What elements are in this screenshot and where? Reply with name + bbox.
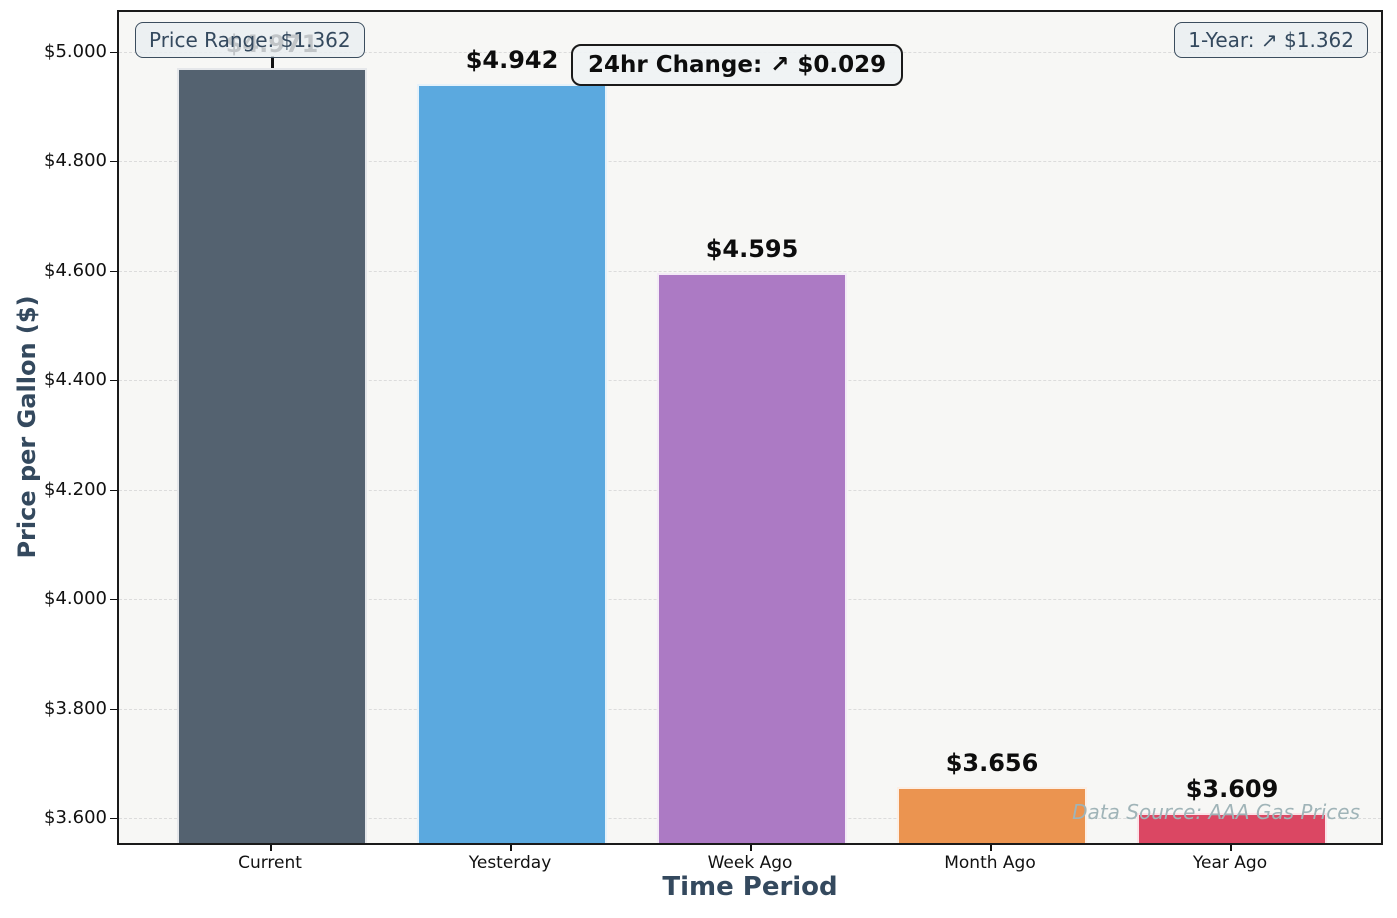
y-tick-mark bbox=[110, 380, 117, 382]
y-tick-label: $5.000 bbox=[44, 40, 107, 62]
x-tick-mark bbox=[1230, 845, 1232, 851]
bar-value-label: $4.942 bbox=[465, 45, 559, 74]
y-tick-mark bbox=[110, 708, 117, 710]
error-bar-whisker bbox=[271, 55, 274, 68]
bar-week-ago bbox=[657, 273, 847, 843]
y-tick-label: $4.000 bbox=[44, 588, 107, 610]
x-tick-mark bbox=[750, 845, 752, 851]
price-range-badge: Price Range: $1.362 bbox=[135, 22, 365, 58]
bar-yesterday bbox=[417, 83, 607, 843]
y-tick-mark bbox=[110, 51, 117, 53]
x-axis-title: Time Period bbox=[662, 872, 838, 902]
data-source-watermark: Data Source: AAA Gas Prices bbox=[1072, 800, 1360, 824]
x-tick-mark bbox=[990, 845, 992, 851]
bar-current bbox=[177, 67, 367, 843]
y-tick-mark bbox=[110, 489, 117, 491]
y-tick-label: $4.200 bbox=[44, 478, 107, 500]
bar-year-ago bbox=[1137, 813, 1327, 843]
x-tick-mark bbox=[270, 845, 272, 851]
x-tick-label: Current bbox=[238, 853, 302, 873]
y-tick-label: $4.800 bbox=[44, 150, 107, 172]
x-tick-label: Year Ago bbox=[1192, 853, 1268, 873]
gridline bbox=[119, 161, 1381, 163]
y-tick-mark bbox=[110, 270, 117, 272]
y-tick-mark bbox=[110, 161, 117, 163]
y-tick-label: $3.800 bbox=[44, 697, 107, 719]
y-tick-mark bbox=[110, 818, 117, 820]
bar-value-label: $4.595 bbox=[705, 235, 799, 264]
one-year-badge: 1-Year: ↗ $1.362 bbox=[1174, 22, 1368, 58]
x-tick-label: Week Ago bbox=[707, 853, 793, 873]
y-axis-title: Price per Gallon ($) bbox=[13, 295, 41, 559]
y-tick-label: $3.600 bbox=[44, 807, 107, 829]
x-tick-mark bbox=[510, 845, 512, 851]
y-tick-mark bbox=[110, 599, 117, 601]
x-tick-label: Month Ago bbox=[944, 853, 1036, 873]
bar-value-label: $3.609 bbox=[1185, 775, 1279, 804]
bar-month-ago bbox=[897, 787, 1087, 843]
y-tick-label: $4.400 bbox=[44, 369, 107, 391]
bar-value-label: $3.656 bbox=[945, 749, 1039, 778]
x-tick-label: Yesterday bbox=[468, 853, 552, 873]
gridline bbox=[119, 270, 1381, 272]
y-tick-label: $4.600 bbox=[44, 259, 107, 281]
plot-area: Price Range: $1.362 24hr Change: ↗ $0.02… bbox=[117, 10, 1383, 845]
change-24hr-badge: 24hr Change: ↗ $0.029 bbox=[571, 44, 904, 86]
